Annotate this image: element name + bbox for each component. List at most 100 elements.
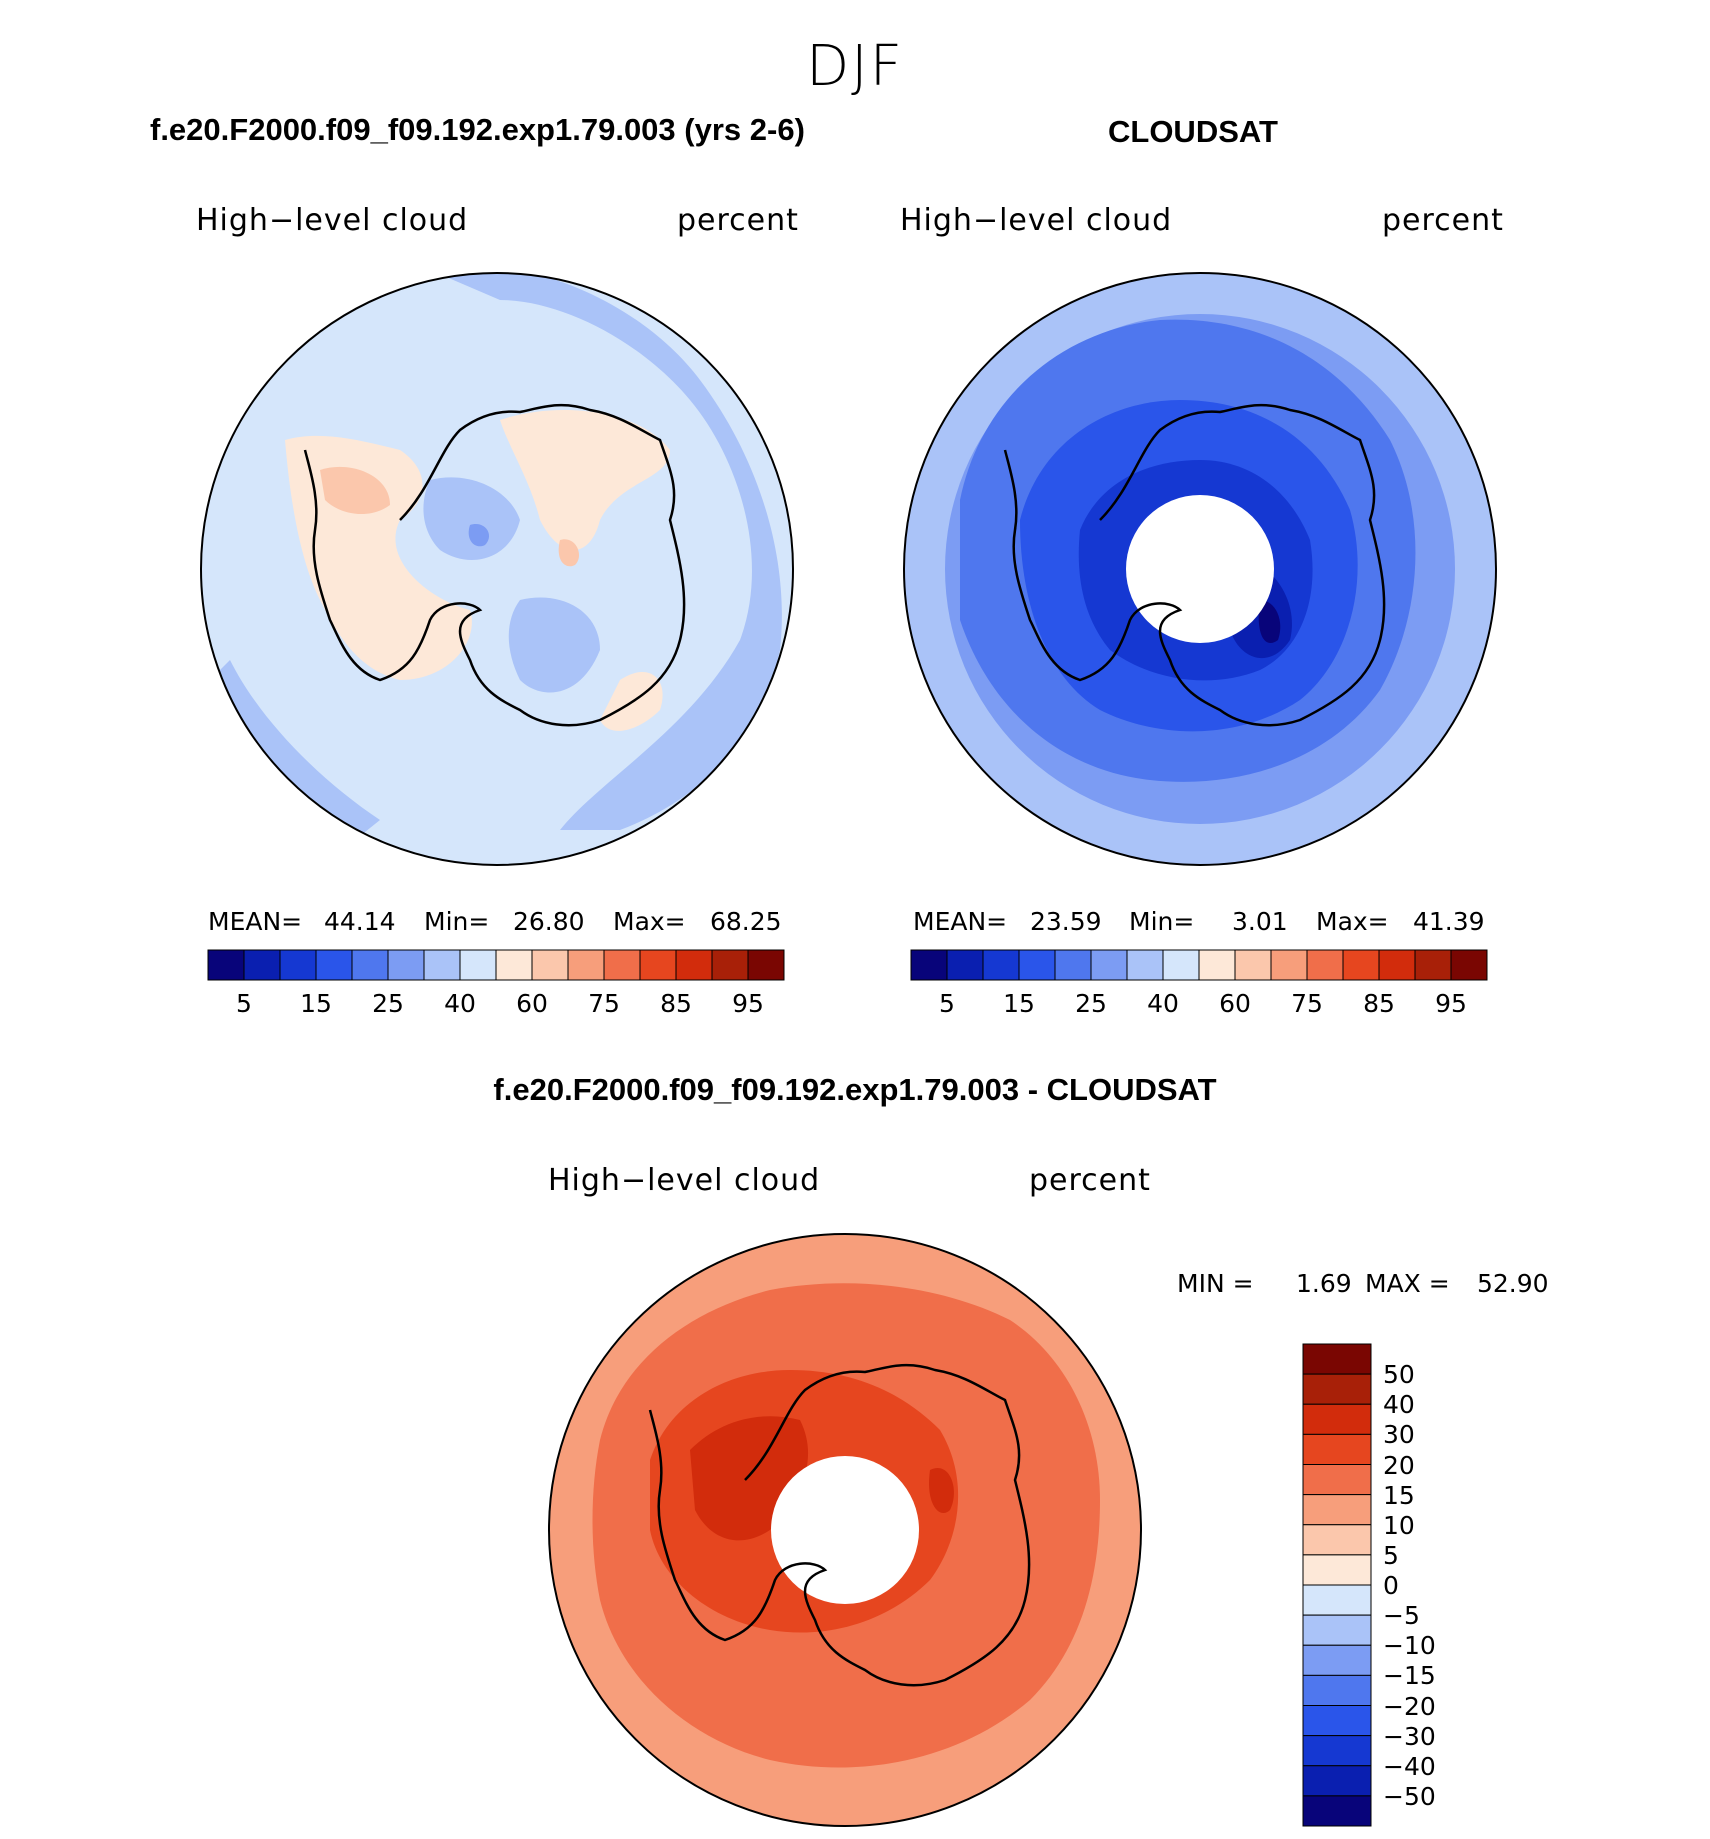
diff-field-region — [592, 1283, 1100, 1768]
colorbar-swatch — [315, 949, 353, 981]
diff-panel-title: f.e20.F2000.f09_f09.192.exp1.79.003 - CL… — [493, 1072, 1217, 1107]
left-field-region — [210, 660, 380, 860]
right-colorbar-ticks: 5 15 25 40 60 75 85 95 — [911, 989, 1487, 1019]
colorbar-tick-label: −50 — [1383, 1781, 1436, 1811]
diff-colorbar — [1302, 1343, 1372, 1827]
colorbar-swatch — [567, 949, 605, 981]
left-field-region — [285, 435, 472, 680]
right-units-label: percent — [1382, 203, 1504, 238]
left-field-region — [558, 539, 580, 567]
left-panel-title: f.e20.F2000.f09_f09.192.exp1.79.003 (yrs… — [150, 112, 805, 147]
colorbar-tick-label: −5 — [1383, 1601, 1420, 1631]
colorbar-swatch — [910, 949, 948, 981]
left-mean-value: 44.14 — [324, 907, 396, 936]
right-panel-title: CLOUDSAT — [1108, 114, 1278, 149]
left-variable-label: High−level cloud — [196, 203, 469, 238]
left-field-region — [468, 524, 490, 547]
right-map-border — [903, 272, 1497, 866]
colorbar-swatch — [495, 949, 533, 981]
colorbar-swatch — [1302, 1433, 1372, 1465]
colorbar-tick-label: 50 — [1383, 1360, 1415, 1390]
colorbar-tick-label: 75 — [588, 989, 620, 1018]
colorbar-swatch — [675, 949, 713, 981]
colorbar-tick-label: −15 — [1383, 1661, 1436, 1691]
right-field-region — [1020, 400, 1358, 732]
colorbar-swatch — [1162, 949, 1200, 981]
diff-colorbar-ticks: 50 40 30 20 15 10 5 0 −5 −10 −15 −20 −30 −40 −50 — [1383, 1344, 1503, 1826]
colorbar-tick-label: −20 — [1383, 1691, 1436, 1721]
right-coastline — [1003, 403, 1386, 727]
colorbar-swatch — [1302, 1705, 1372, 1737]
colorbar-swatch — [1198, 949, 1236, 981]
left-colorbar-ticks: 5 15 25 40 60 75 85 95 — [208, 989, 784, 1019]
colorbar-tick-label: 15 — [300, 989, 332, 1018]
diff-units-label: percent — [1029, 1163, 1151, 1198]
colorbar-swatch — [1302, 1494, 1372, 1526]
colorbar-swatch — [1054, 949, 1092, 981]
colorbar-swatch — [531, 949, 569, 981]
left-field-region — [500, 410, 670, 550]
diff-field-region — [650, 1370, 959, 1633]
left-field-region — [430, 273, 782, 830]
colorbar-tick-label: 15 — [1003, 989, 1035, 1018]
colorbar-swatch — [1302, 1554, 1372, 1586]
colorbar-tick-label: 85 — [660, 989, 692, 1018]
right-max-value: 41.39 — [1413, 907, 1485, 936]
colorbar-swatch — [387, 949, 425, 981]
colorbar-swatch — [1302, 1735, 1372, 1767]
left-min-value: 26.80 — [513, 907, 585, 936]
diff-max-value: 52.90 — [1477, 1269, 1549, 1298]
diff-map-background — [549, 1234, 1141, 1826]
colorbar-tick-label: 40 — [1383, 1390, 1415, 1420]
colorbar-swatch — [1342, 949, 1380, 981]
right-map-background — [904, 273, 1496, 865]
colorbar-swatch — [279, 949, 317, 981]
colorbar-tick-label: 95 — [732, 989, 764, 1018]
right-field-region — [960, 319, 1416, 782]
colorbar-swatch — [1302, 1765, 1372, 1797]
colorbar-swatch — [1414, 949, 1452, 981]
diff-coastline — [648, 1363, 1031, 1687]
colorbar-tick-label: 15 — [1383, 1480, 1415, 1510]
colorbar-tick-label: 25 — [1075, 989, 1107, 1018]
colorbar-swatch — [1302, 1464, 1372, 1496]
colorbar-swatch — [1302, 1524, 1372, 1556]
colorbar-tick-label: 5 — [939, 989, 955, 1018]
colorbar-tick-label: 60 — [1219, 989, 1251, 1018]
diff-field-region — [1120, 1300, 1141, 1826]
right-min-value: 3.01 — [1232, 907, 1288, 936]
right-mean-label: MEAN= — [913, 907, 1008, 936]
colorbar-swatch — [1018, 949, 1056, 981]
left-field-region — [423, 477, 520, 560]
season-title: DJF — [806, 34, 904, 99]
diff-field-region — [549, 1300, 560, 1826]
colorbar-swatch — [423, 949, 461, 981]
colorbar-swatch — [711, 949, 749, 981]
colorbar-tick-label: 95 — [1435, 989, 1467, 1018]
right-max-label: Max= — [1316, 907, 1389, 936]
colorbar-swatch — [1302, 1343, 1372, 1375]
right-field-region — [1078, 460, 1313, 681]
colorbar-swatch — [351, 949, 389, 981]
colorbar-swatch — [982, 949, 1020, 981]
colorbar-swatch — [243, 949, 281, 981]
diff-max-label: MAX = — [1365, 1269, 1450, 1298]
left-colorbar — [207, 949, 785, 981]
diff-missing-pole — [771, 1456, 919, 1604]
left-max-value: 68.25 — [710, 907, 782, 936]
colorbar-swatch — [1302, 1373, 1372, 1405]
left-units-label: percent — [677, 203, 799, 238]
left-map-background — [201, 273, 793, 865]
left-field-region — [320, 466, 390, 515]
right-colorbar — [910, 949, 1488, 981]
colorbar-tick-label: 40 — [444, 989, 476, 1018]
right-field-region — [1227, 560, 1292, 659]
colorbar-swatch — [1450, 949, 1488, 981]
colorbar-swatch — [1302, 1795, 1372, 1827]
left-max-label: Max= — [613, 907, 686, 936]
left-mean-label: MEAN= — [208, 907, 303, 936]
colorbar-swatch — [747, 949, 785, 981]
colorbar-tick-label: 10 — [1383, 1510, 1415, 1540]
colorbar-swatch — [1302, 1644, 1372, 1676]
diff-min-label: MIN = — [1177, 1269, 1254, 1298]
